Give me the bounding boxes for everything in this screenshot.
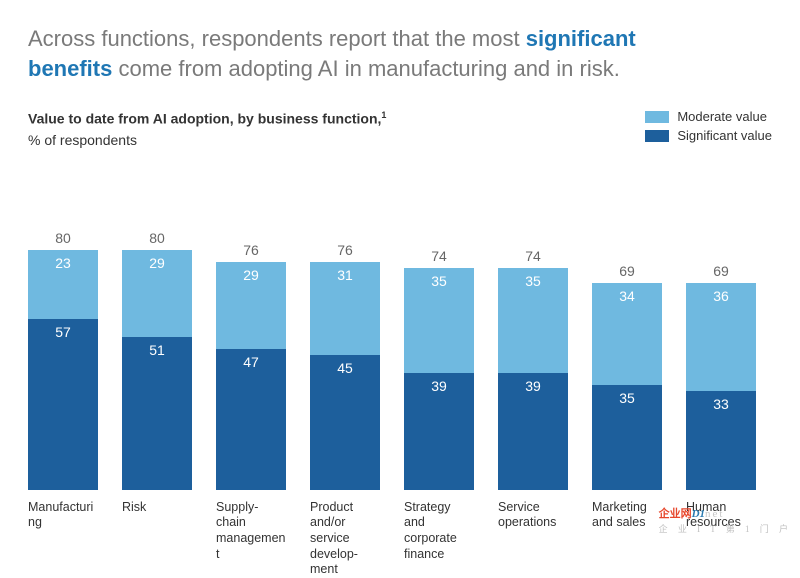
category-label: Supply-chain management	[216, 500, 286, 578]
stacked-bar-chart: 8023578029517629477631457435397435396934…	[28, 170, 772, 490]
bar-stack: 2951	[122, 250, 192, 490]
category-label: Service operations	[498, 500, 568, 578]
category-label: Manufacturing	[28, 500, 98, 578]
bar-segment-significant: 45	[310, 355, 380, 490]
bar-total-label: 74	[404, 248, 474, 264]
watermark-red: 企业网	[659, 508, 692, 520]
bar-stack: 3633	[686, 283, 756, 490]
category-label: Marketing and sales	[592, 500, 662, 578]
bar-segment-significant: 57	[28, 319, 98, 490]
bar-total-label: 76	[216, 242, 286, 258]
category-label: Product and/or service develop- ment	[310, 500, 380, 578]
legend-swatch-significant	[645, 130, 669, 142]
bar-segment-moderate: 23	[28, 250, 98, 319]
headline: Across functions, respondents report tha…	[28, 24, 668, 83]
bar-segment-significant: 33	[686, 391, 756, 490]
bar-stack: 2357	[28, 250, 98, 490]
bar-column: 80 2951	[122, 230, 192, 490]
subhead-text: Value to date from AI adoption, by busin…	[28, 111, 381, 127]
watermark-sub: 企 业 I T 第 1 门 户	[659, 522, 792, 535]
bar-segment-significant: 51	[122, 337, 192, 490]
bar-stack: 3539	[498, 268, 568, 490]
bar-segment-significant: 39	[404, 373, 474, 490]
bar-segment-moderate: 34	[592, 283, 662, 385]
bar-segment-moderate: 35	[404, 268, 474, 373]
legend-label-significant: Significant value	[677, 128, 772, 143]
bar-column: 76 3145	[310, 242, 380, 490]
bar-segment-moderate: 35	[498, 268, 568, 373]
bar-column: 76 2947	[216, 242, 286, 490]
bar-stack: 3145	[310, 262, 380, 490]
legend-item-significant: Significant value	[645, 128, 772, 143]
bar-segment-moderate: 31	[310, 262, 380, 355]
subhead-footnote: 1	[381, 110, 386, 120]
bar-column: 69 3435	[592, 263, 662, 490]
subhead-row: Value to date from AI adoption, by busin…	[28, 109, 772, 147]
bar-stack: 3539	[404, 268, 474, 490]
subnote: % of respondents	[28, 132, 386, 148]
subhead-block: Value to date from AI adoption, by busin…	[28, 109, 386, 147]
category-label: Risk	[122, 500, 192, 578]
bar-column: 80 2357	[28, 230, 98, 490]
bar-total-label: 76	[310, 242, 380, 258]
bar-total-label: 80	[28, 230, 98, 246]
subhead: Value to date from AI adoption, by busin…	[28, 109, 386, 129]
bar-segment-significant: 35	[592, 385, 662, 490]
bar-stack: 3435	[592, 283, 662, 490]
category-label: Strategy and corporate finance	[404, 500, 474, 578]
bar-stack: 2947	[216, 262, 286, 490]
bar-total-label: 69	[592, 263, 662, 279]
bar-segment-moderate: 29	[216, 262, 286, 349]
legend-label-moderate: Moderate value	[677, 109, 767, 124]
bar-total-label: 80	[122, 230, 192, 246]
headline-post: come from adopting AI in manufacturing a…	[112, 56, 619, 81]
bar-total-label: 69	[686, 263, 756, 279]
bar-total-label: 74	[498, 248, 568, 264]
bar-segment-moderate: 29	[122, 250, 192, 337]
bar-segment-significant: 47	[216, 349, 286, 490]
bar-segment-moderate: 36	[686, 283, 756, 391]
bar-column: 69 3633	[686, 263, 756, 490]
bar-segment-significant: 39	[498, 373, 568, 490]
watermark: 企业网D1net 企 业 I T 第 1 门 户	[659, 505, 792, 535]
headline-pre: Across functions, respondents report tha…	[28, 26, 526, 51]
bar-column: 74 3539	[498, 248, 568, 490]
legend-item-moderate: Moderate value	[645, 109, 772, 124]
watermark-blue: D1	[692, 508, 705, 520]
watermark-tail: net	[705, 508, 724, 520]
legend-swatch-moderate	[645, 111, 669, 123]
legend: Moderate value Significant value	[645, 109, 772, 147]
bar-column: 74 3539	[404, 248, 474, 490]
